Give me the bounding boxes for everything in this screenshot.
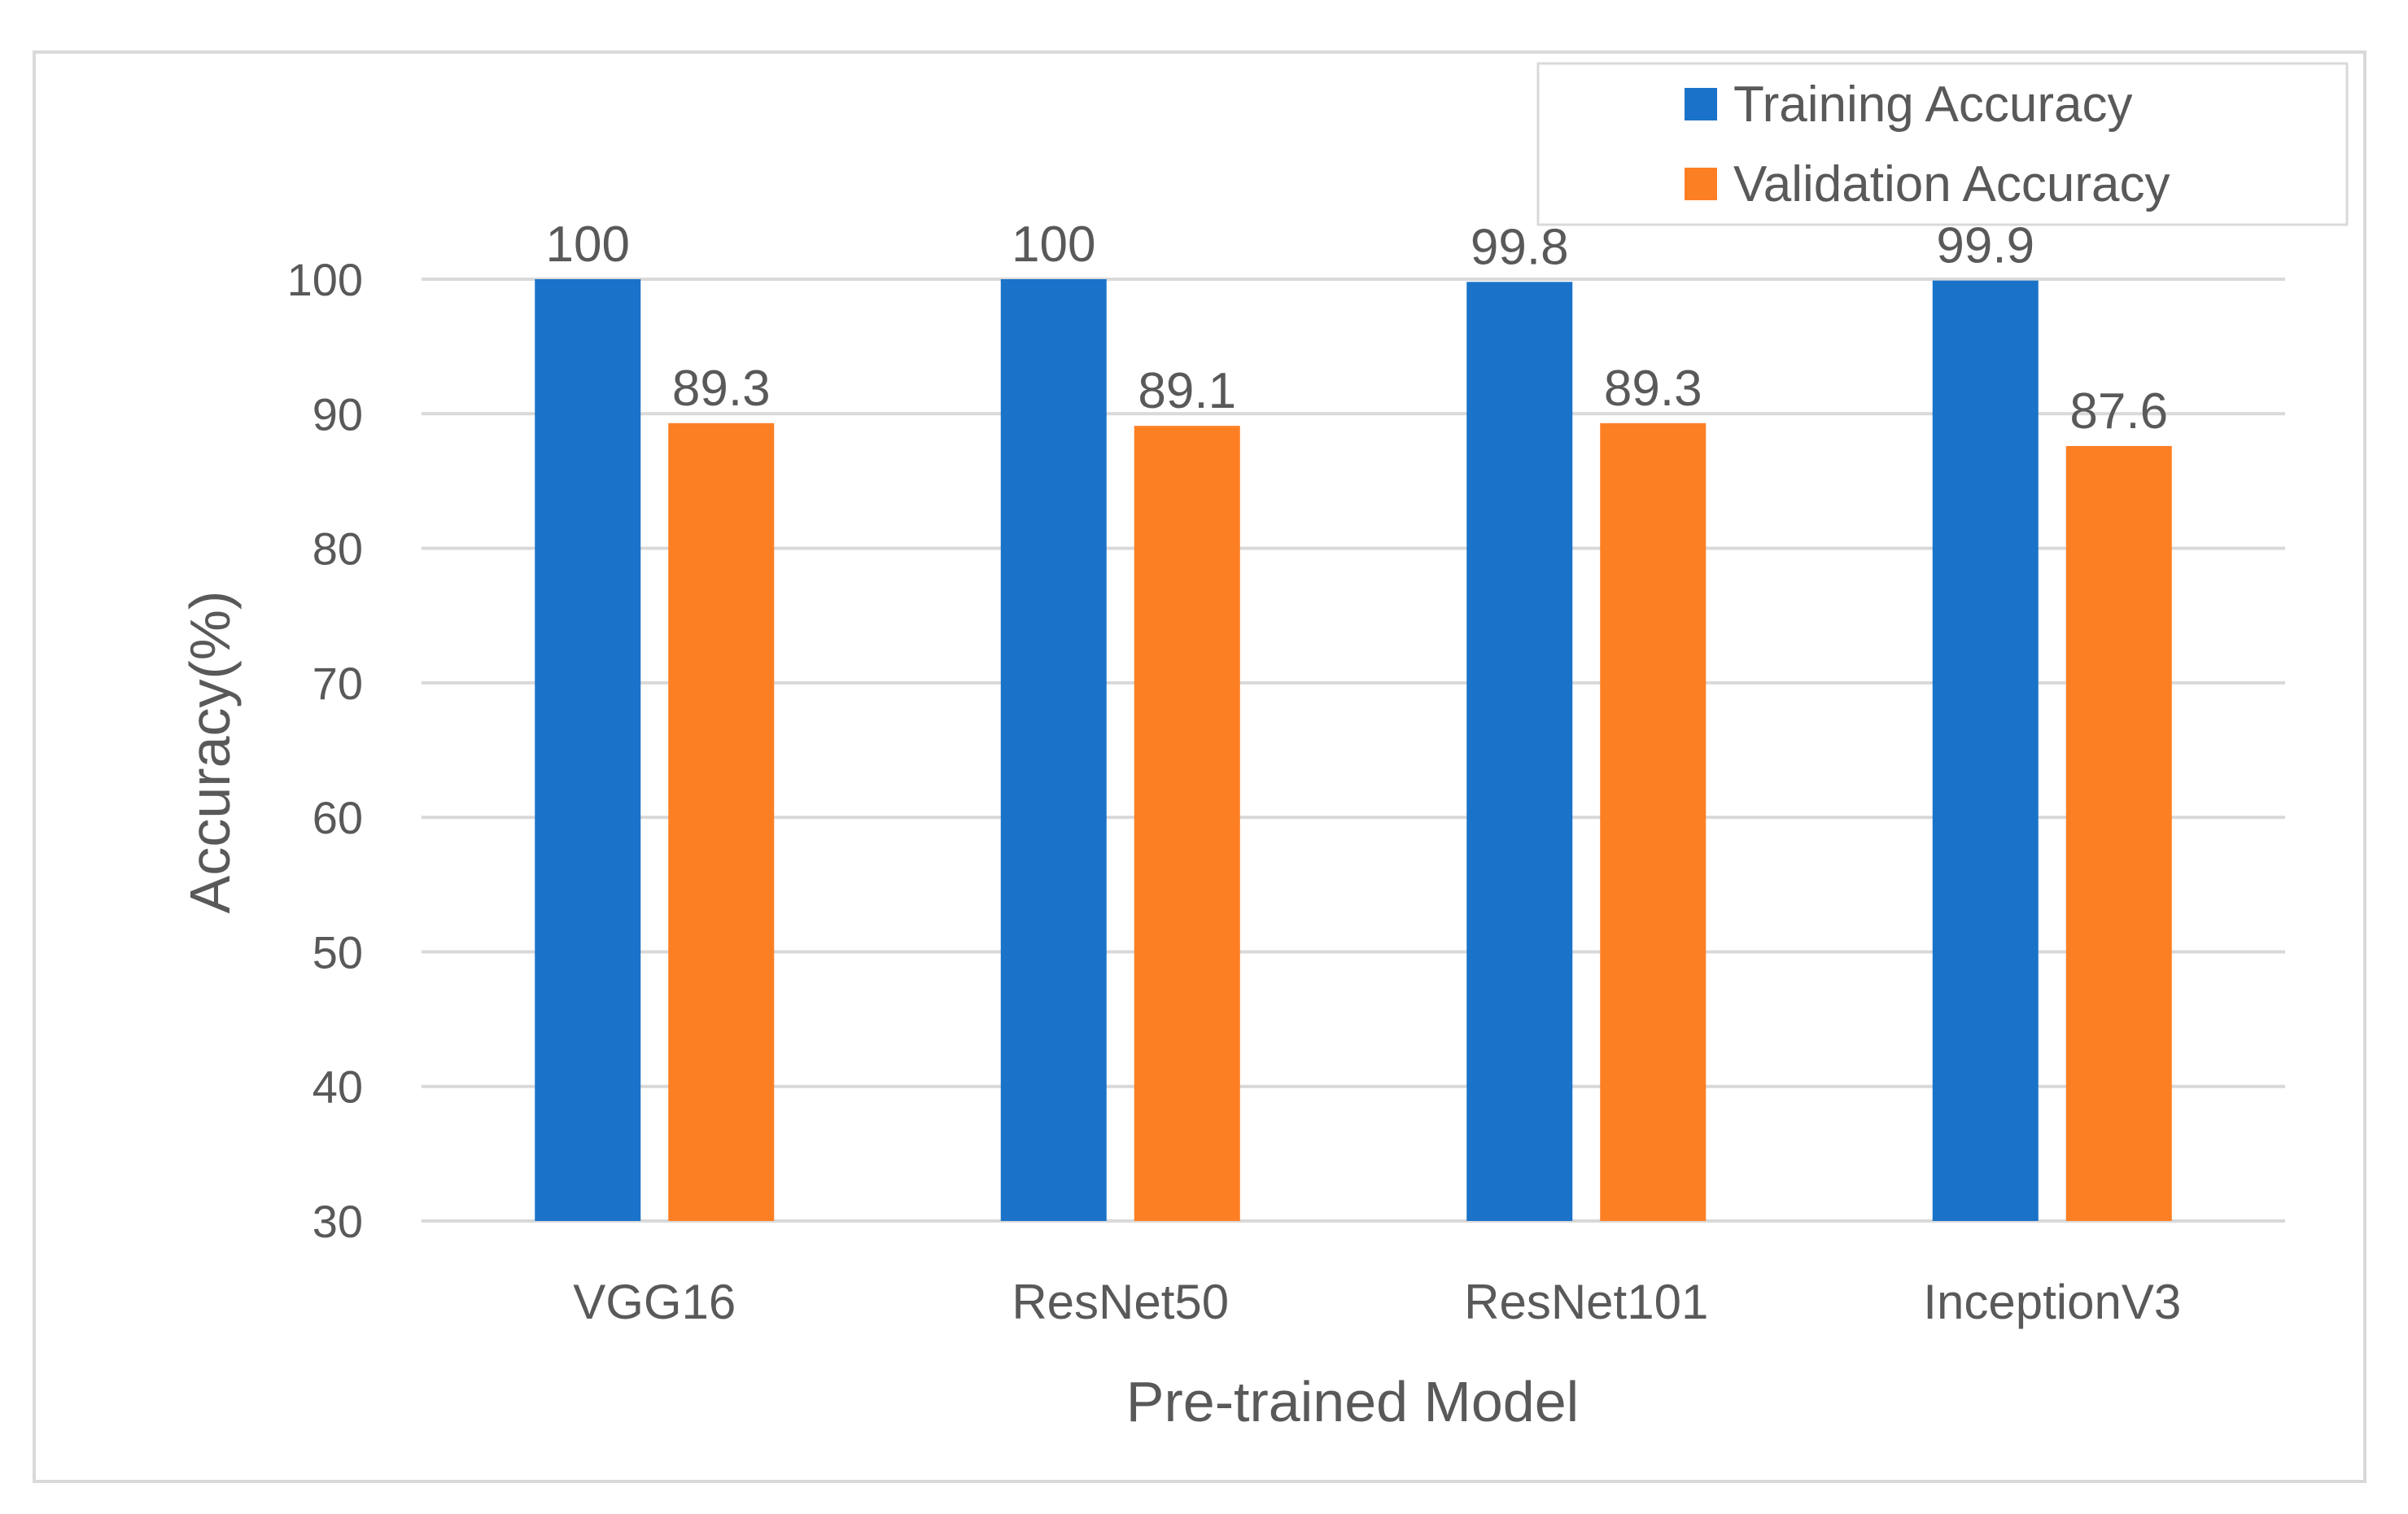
bar-training	[1932, 280, 2039, 1222]
y-tick-label: 60	[312, 792, 363, 843]
y-axis-title: Accuracy(%)	[178, 591, 242, 914]
y-tick-label: 100	[287, 254, 363, 305]
legend-label: Training Accuracy	[1733, 77, 2132, 133]
x-tick-label: InceptionV3	[1923, 1275, 2181, 1329]
data-label: 99.8	[1471, 219, 1569, 275]
bar-validation	[1134, 426, 1240, 1221]
legend-swatch	[1685, 168, 1717, 200]
bar-validation	[668, 422, 775, 1221]
y-tick-label: 80	[312, 523, 363, 575]
data-label: 100	[546, 217, 630, 273]
legend-label: Validation Accuracy	[1733, 156, 2170, 212]
bar-validation	[2065, 445, 2172, 1221]
x-tick-label: ResNet50	[1012, 1275, 1229, 1329]
x-axis-title: Pre-trained Model	[1126, 1370, 1579, 1433]
data-label: 89.3	[1604, 361, 1702, 417]
y-tick-label: 40	[312, 1061, 363, 1113]
y-tick-label: 50	[312, 926, 363, 978]
data-label: 89.3	[672, 361, 771, 417]
legend-swatch	[1685, 88, 1717, 120]
y-tick-label: 30	[312, 1196, 363, 1247]
data-label: 89.1	[1138, 363, 1236, 419]
x-tick-label: VGG16	[573, 1275, 736, 1329]
bars	[535, 279, 2172, 1222]
y-tick-label: 70	[312, 658, 363, 709]
legend-box	[1536, 62, 2349, 226]
data-label: 99.9	[1936, 218, 2034, 274]
labels: 30 40 50 60 70 80 90 100 100 89.3 VGG16 100 89.1 ResN…	[287, 217, 2182, 1329]
data-label: 100	[1012, 217, 1095, 273]
legend: Training Accuracy Validation Accuracy	[1536, 62, 2349, 226]
data-label: 87.6	[2069, 383, 2168, 440]
bar-training	[1466, 282, 1573, 1222]
y-tick-label: 90	[312, 388, 363, 440]
bar-training	[535, 279, 641, 1221]
bar-training	[1000, 279, 1107, 1221]
bar-validation	[1600, 422, 1707, 1221]
x-tick-label: ResNet101	[1464, 1275, 1708, 1329]
